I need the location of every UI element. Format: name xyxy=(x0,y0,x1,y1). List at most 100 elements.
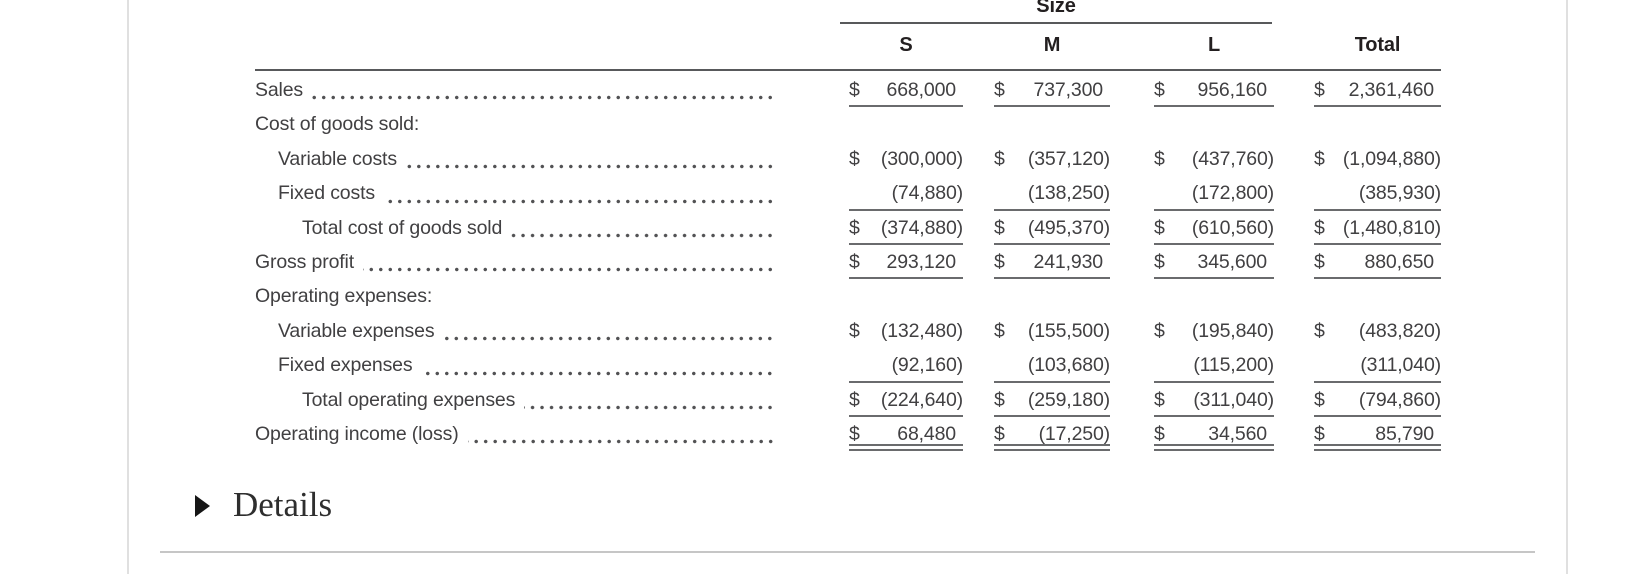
table-row: Total cost of goods sold $ (374,880) $ (49… xyxy=(255,211,1441,245)
amount: (132,480) xyxy=(880,319,963,342)
row-label-cell: Variable costs xyxy=(255,142,777,176)
row-label-cell: Fixed costs xyxy=(255,176,777,210)
currency-symbol: $ xyxy=(994,319,1005,342)
currency-symbol: $ xyxy=(994,147,1005,170)
table-body: Sales $668,000 $737,300 $956,160 $2,361,… xyxy=(255,73,1441,452)
row-label: Operating income (loss) xyxy=(255,422,459,445)
currency-symbol: $ xyxy=(849,216,860,239)
cell-total xyxy=(1314,279,1441,313)
cell-s: $ (374,880) xyxy=(849,211,963,245)
currency-symbol: $ xyxy=(1154,216,1165,239)
cell-m: $ (17,250) xyxy=(994,417,1111,452)
cell-s: $293,120 xyxy=(849,245,963,280)
currency-symbol: $ xyxy=(994,422,1005,445)
row-label-cell: Sales xyxy=(255,73,777,107)
currency-symbol: $ xyxy=(1314,422,1325,445)
row-label: Cost of goods sold: xyxy=(255,113,420,136)
cell-s: $ (224,640) xyxy=(849,383,963,417)
currency-symbol: $ xyxy=(1314,319,1325,342)
amount: 68,480 xyxy=(897,422,956,445)
currency-symbol: $ xyxy=(1314,250,1325,273)
cell-m xyxy=(994,279,1110,313)
amount: (17,250) xyxy=(1038,422,1111,445)
amount: 668,000 xyxy=(886,79,957,101)
currency-symbol: $ xyxy=(994,250,1005,273)
amount: (483,820) xyxy=(1358,319,1441,342)
dot-leader xyxy=(405,164,775,170)
row-label: Gross profit xyxy=(255,250,354,273)
amount: 241,930 xyxy=(1033,250,1104,273)
row-label-cell: Fixed expenses xyxy=(255,348,777,382)
currency-symbol: $ xyxy=(1154,388,1165,411)
table-row: Sales $668,000 $737,300 $956,160 $2,361,… xyxy=(255,73,1441,108)
cell-m: $ (357,120) xyxy=(994,142,1110,176)
amount: (74,880) xyxy=(891,182,964,205)
amount: 34,560 xyxy=(1208,422,1267,445)
row-label-cell: Variable expenses xyxy=(255,314,777,348)
cell-s: $68,480 xyxy=(849,417,963,452)
details-disclosure[interactable]: Details xyxy=(195,485,332,525)
currency-symbol: $ xyxy=(849,147,860,170)
amount: (224,640) xyxy=(880,388,963,411)
row-label-cell: Gross profit xyxy=(255,245,777,279)
cell-m: (103,680) xyxy=(994,348,1110,383)
table-header-rule xyxy=(255,69,1441,71)
amount: (172,800) xyxy=(1191,182,1274,205)
currency-symbol: $ xyxy=(1154,319,1165,342)
cell-total: (311,040) xyxy=(1314,348,1441,383)
row-label: Total operating expenses xyxy=(302,388,516,411)
currency-symbol: $ xyxy=(849,422,860,445)
table-row: Fixed costs (74,880) (138,250) (172,800)… xyxy=(255,176,1441,211)
row-label: Operating expenses: xyxy=(255,285,433,308)
currency-symbol: $ xyxy=(1154,422,1165,445)
dot-leader xyxy=(421,370,775,376)
amount: 85,790 xyxy=(1375,422,1434,445)
currency-symbol: $ xyxy=(994,79,1005,101)
amount: (92,160) xyxy=(891,354,964,377)
content-right-border xyxy=(1566,0,1568,574)
amount: 880,650 xyxy=(1364,250,1435,273)
cell-l: $ (195,840) xyxy=(1154,314,1274,348)
column-header-l: L xyxy=(1207,34,1221,56)
income-statement-figure: Size S M L Total Sales $668,000 $737,300… xyxy=(255,0,1441,460)
dot-leader xyxy=(383,198,775,204)
table-row: Fixed expenses (92,160) (103,680) (115,2… xyxy=(255,348,1441,383)
row-label-cell: Total operating expenses xyxy=(255,383,777,417)
amount: (357,120) xyxy=(1027,147,1110,170)
row-label: Variable expenses xyxy=(278,319,435,342)
cell-l: $956,160 xyxy=(1154,73,1274,108)
cell-s xyxy=(849,279,963,313)
currency-symbol: $ xyxy=(849,319,860,342)
amount: (610,560) xyxy=(1191,216,1274,239)
currency-symbol: $ xyxy=(1314,147,1325,170)
table-row: Operating expenses: xyxy=(255,279,1441,313)
amount: (385,930) xyxy=(1358,182,1441,205)
size-group-rule xyxy=(840,22,1272,24)
amount: (115,200) xyxy=(1193,354,1274,377)
cell-m: (138,250) xyxy=(994,176,1110,211)
currency-symbol: $ xyxy=(1154,147,1165,170)
row-label: Sales xyxy=(255,79,304,101)
column-header-total: Total xyxy=(1354,34,1401,56)
cell-l xyxy=(1154,107,1274,141)
disclosure-triangle-icon[interactable] xyxy=(195,495,210,517)
cell-l xyxy=(1154,279,1274,313)
cell-m: $ (495,370) xyxy=(994,211,1110,245)
dot-leader xyxy=(362,267,775,273)
cell-total: $2,361,460 xyxy=(1314,73,1441,108)
currency-symbol: $ xyxy=(1314,388,1325,411)
size-column-group-header: Size xyxy=(1036,0,1076,17)
amount: (311,040) xyxy=(1360,354,1441,377)
row-label: Fixed expenses xyxy=(278,354,413,377)
amount: (103,680) xyxy=(1027,354,1110,377)
amount: (437,760) xyxy=(1191,147,1274,170)
table-row: Variable costs $ (300,000) $ (357,120) $ (4… xyxy=(255,142,1441,176)
cell-m: $ (259,180) xyxy=(994,383,1110,417)
cell-total: $ (1,094,880) xyxy=(1314,142,1441,176)
column-header-m: M xyxy=(1043,34,1061,56)
amount: (1,094,880) xyxy=(1342,147,1441,170)
cell-l: $345,600 xyxy=(1154,245,1274,280)
cell-l: $34,560 xyxy=(1154,417,1274,452)
table-row: Cost of goods sold: xyxy=(255,107,1441,141)
row-label: Fixed costs xyxy=(278,182,375,205)
